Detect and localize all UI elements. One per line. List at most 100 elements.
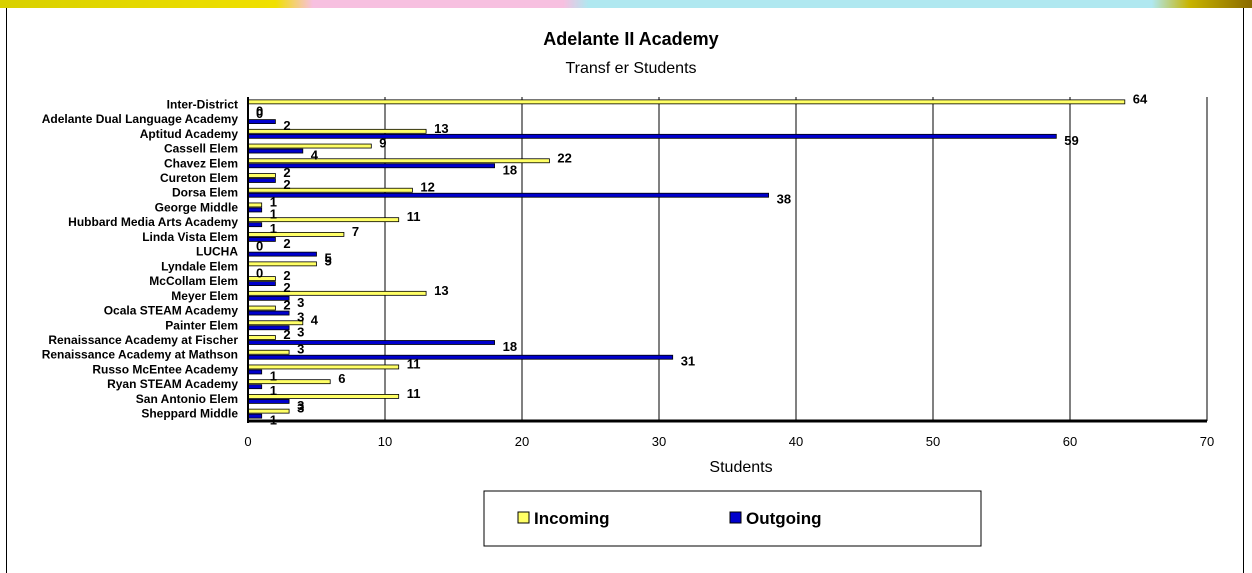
category-label: Ocala STEAM Academy	[104, 304, 239, 318]
data-label: 9	[379, 136, 386, 151]
bar-incoming	[247, 232, 345, 237]
legend-swatch	[517, 511, 530, 524]
bar-outgoing	[247, 369, 263, 375]
category-label: Aptitud Academy	[140, 127, 239, 141]
bar-incoming	[247, 99, 1126, 105]
category-label: Adelante Dual Language Academy	[42, 112, 239, 126]
x-tick-label: 50	[926, 434, 940, 449]
bar-incoming	[247, 335, 276, 340]
data-label: 38	[777, 192, 791, 207]
bar-incoming	[247, 320, 304, 326]
bar-outgoing	[247, 133, 1057, 139]
data-label: 2	[283, 327, 290, 342]
legend-label: Incoming	[534, 509, 610, 528]
bar-outgoing	[247, 222, 263, 228]
data-label: 1	[270, 194, 277, 209]
category-label: McCollam Elem	[149, 274, 238, 288]
x-tick-label: 30	[652, 434, 666, 449]
category-label: Inter-District	[167, 97, 238, 111]
bar-outgoing	[247, 354, 674, 360]
legend-label: Outgoing	[746, 509, 822, 528]
category-label: Cureton Elem	[160, 171, 238, 185]
data-label: 1	[270, 221, 277, 236]
x-tick-label: 40	[789, 434, 803, 449]
data-label: 0	[256, 265, 263, 280]
data-label: 3	[297, 295, 304, 310]
category-label: Painter Elem	[165, 318, 238, 332]
bar-outgoing	[247, 413, 263, 419]
bar-incoming	[247, 143, 372, 149]
data-label: 13	[434, 121, 448, 136]
x-tick-label: 70	[1200, 434, 1214, 449]
data-label: 22	[557, 150, 571, 165]
data-label: 2	[283, 268, 290, 283]
data-label: 1	[270, 383, 277, 398]
category-label: Meyer Elem	[171, 289, 238, 303]
category-label: Lyndale Elem	[161, 259, 238, 273]
data-label: 0	[256, 103, 263, 118]
data-label: 64	[1133, 91, 1148, 106]
data-label: 12	[420, 180, 434, 195]
chart-title: Adelante II Academy	[543, 29, 718, 49]
data-label: 2	[283, 165, 290, 180]
legend: Incoming Outgoing	[483, 490, 982, 547]
bar-incoming	[247, 349, 290, 355]
bar-incoming	[247, 305, 276, 311]
category-label: Renaissance Academy at Mathson	[42, 348, 238, 362]
data-label: 3	[297, 398, 304, 413]
data-label: 13	[434, 283, 448, 298]
bar-incoming	[247, 187, 413, 193]
category-label: Dorsa Elem	[172, 186, 238, 200]
category-label: Ryan STEAM Academy	[107, 377, 238, 391]
x-tick-label: 10	[378, 434, 392, 449]
data-label: 2	[283, 236, 290, 251]
category-label: Renaissance Academy at Fischer	[48, 333, 238, 347]
data-label: 59	[1064, 133, 1078, 148]
data-label: 31	[681, 354, 695, 369]
data-label: 5	[325, 251, 332, 266]
legend-swatch	[729, 511, 742, 524]
data-label: 2	[283, 298, 290, 313]
data-label: 2	[283, 177, 290, 192]
data-label: 2	[283, 280, 290, 295]
bar-outgoing	[247, 399, 290, 404]
bar-incoming	[247, 202, 263, 208]
bar-outgoing	[247, 207, 263, 213]
bar-outgoing	[247, 281, 276, 286]
x-tick-label: 20	[515, 434, 529, 449]
data-label: 11	[407, 356, 421, 371]
data-label: 2	[283, 118, 290, 133]
gridlines	[384, 97, 1208, 421]
x-tick-label: 0	[244, 434, 251, 449]
bar-outgoing	[247, 148, 304, 154]
data-label: 7	[352, 224, 359, 239]
category-label: Cassell Elem	[164, 142, 238, 156]
data-label: 6	[338, 371, 345, 386]
category-label: Chavez Elem	[164, 156, 238, 170]
bar-incoming	[247, 290, 427, 296]
data-label: 11	[407, 209, 421, 224]
axes: 0 10 20 30 40 50 60 70	[244, 97, 1214, 449]
bar-incoming	[247, 173, 276, 178]
category-label: LUCHA	[196, 245, 238, 259]
bar-outgoing	[247, 384, 263, 390]
data-label: 3	[297, 310, 304, 325]
bar-incoming	[247, 128, 427, 134]
chart-subtitle: Transf er Students	[565, 60, 696, 77]
category-label: George Middle	[155, 200, 239, 214]
category-label: Sheppard Middle	[141, 407, 238, 421]
data-label: 3	[297, 342, 304, 357]
bar-incoming	[247, 379, 331, 385]
data-label: 1	[270, 206, 277, 221]
data-label: 18	[503, 162, 517, 177]
data-label: 3	[297, 401, 304, 416]
data-label: 18	[503, 339, 517, 354]
bar-outgoing	[247, 178, 276, 183]
data-label: 3	[297, 324, 304, 339]
data-label: 4	[311, 312, 319, 327]
data-label: 1	[270, 368, 277, 383]
data-label: 0	[256, 239, 263, 254]
chart-frame	[6, 8, 1244, 573]
bar-incoming	[247, 408, 290, 414]
